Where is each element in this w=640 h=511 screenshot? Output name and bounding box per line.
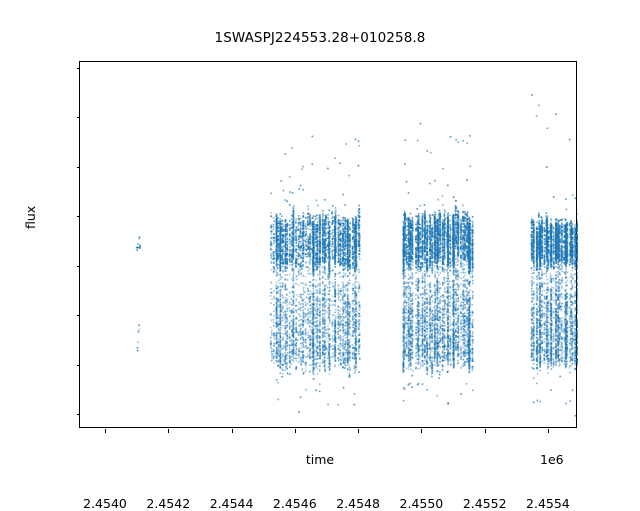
y-axis-tick-mark: [76, 265, 80, 267]
matplotlib-figure: 1SWASPJ224553.28+010258.8 flux time 1e6 …: [23, 30, 578, 511]
x-axis-exponent-label: 1e6: [540, 452, 564, 467]
x-axis-tick-mark: [547, 429, 549, 433]
x-axis-label: time: [305, 452, 335, 467]
scatter-data-layer: [80, 62, 578, 429]
plot-axes: 20304050607080902.45402.45422.45442.4546…: [76, 61, 578, 511]
x-axis-tick-mark: [231, 429, 233, 433]
x-axis-tick-mark: [421, 429, 423, 433]
y-axis-label: flux: [23, 205, 38, 229]
y-axis-tick-mark: [76, 216, 80, 218]
y-axis-tick-mark: [76, 414, 80, 416]
x-axis-tick-mark: [105, 429, 106, 433]
x-axis-tick-mark: [358, 429, 360, 433]
y-axis-tick-mark: [76, 364, 80, 366]
y-axis-tick-mark: [76, 315, 80, 317]
x-axis-tick-mark: [294, 429, 296, 433]
x-axis-tick-mark: [484, 429, 486, 433]
y-axis-tick-mark: [76, 67, 80, 69]
x-axis-tick-label: 2.4554: [526, 496, 570, 511]
y-axis-tick-mark: [76, 117, 80, 119]
x-axis-tick-mark: [168, 429, 170, 433]
page-title: 1SWASPJ224553.28+010258.8: [214, 30, 426, 46]
y-axis-tick-mark: [76, 166, 80, 168]
